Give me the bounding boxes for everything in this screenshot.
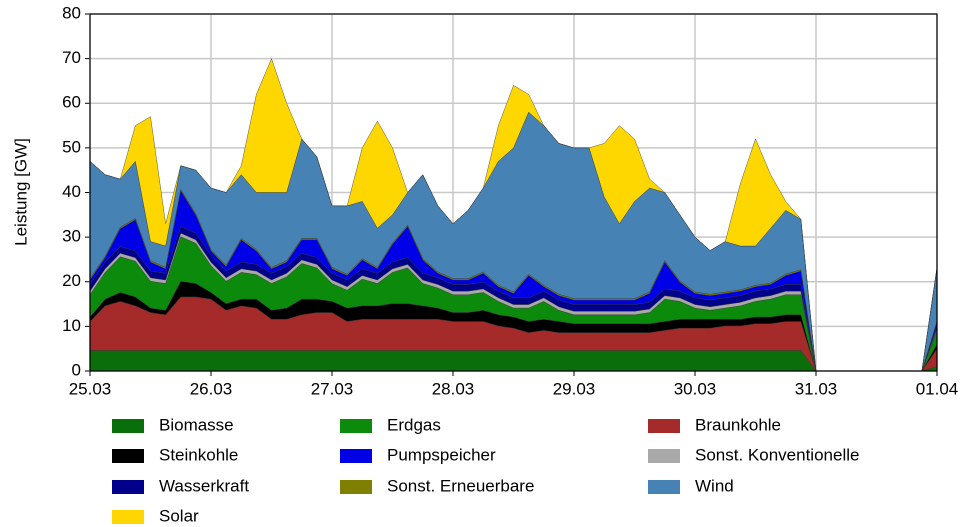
x-tick-label: 31.03 (795, 379, 838, 398)
legend-label: Braunkohle (695, 415, 781, 434)
y-tick-label: 70 (62, 48, 81, 67)
legend-label: Wind (695, 476, 734, 495)
legend-swatch (648, 449, 680, 463)
legend-swatch (112, 449, 144, 463)
x-tick-label: 29.03 (553, 379, 596, 398)
legend-label: Wasserkraft (159, 476, 249, 495)
x-tick-label: 26.03 (190, 379, 233, 398)
plot-frame (89, 13, 938, 372)
legend-swatch (340, 449, 372, 463)
legend-swatch (340, 480, 372, 494)
y-tick-label: 30 (62, 227, 81, 246)
x-tick-label: 25.03 (69, 379, 112, 398)
legend-swatch (648, 480, 680, 494)
legend-label: Steinkohle (159, 445, 238, 464)
y-tick-label: 40 (62, 182, 81, 201)
y-tick-label: 0 (72, 360, 81, 379)
legend-label: Sonst. Erneuerbare (387, 476, 534, 495)
y-tick-label: 80 (62, 3, 81, 22)
x-tick-label: 28.03 (432, 379, 475, 398)
legend-label: Pumpspeicher (387, 445, 496, 464)
legend-label: Erdgas (387, 415, 441, 434)
x-tick-label: 27.03 (311, 379, 354, 398)
y-tick-label: 10 (62, 316, 81, 335)
legend-swatch (648, 419, 680, 433)
legend-label: Solar (159, 506, 199, 525)
legend-swatch (112, 419, 144, 433)
legend-swatch (112, 510, 144, 524)
y-tick-label: 20 (62, 271, 81, 290)
x-tick-label: 30.03 (674, 379, 717, 398)
legend-swatch (340, 419, 372, 433)
x-tick-label: 01.04 (916, 379, 959, 398)
legend-swatch (112, 480, 144, 494)
legend-label: Biomasse (159, 415, 234, 434)
y-tick-label: 50 (62, 137, 81, 156)
y-axis-label: Leistung [GW] (11, 138, 30, 246)
legend-label: Sonst. Konventionelle (695, 445, 859, 464)
y-tick-label: 60 (62, 93, 81, 112)
